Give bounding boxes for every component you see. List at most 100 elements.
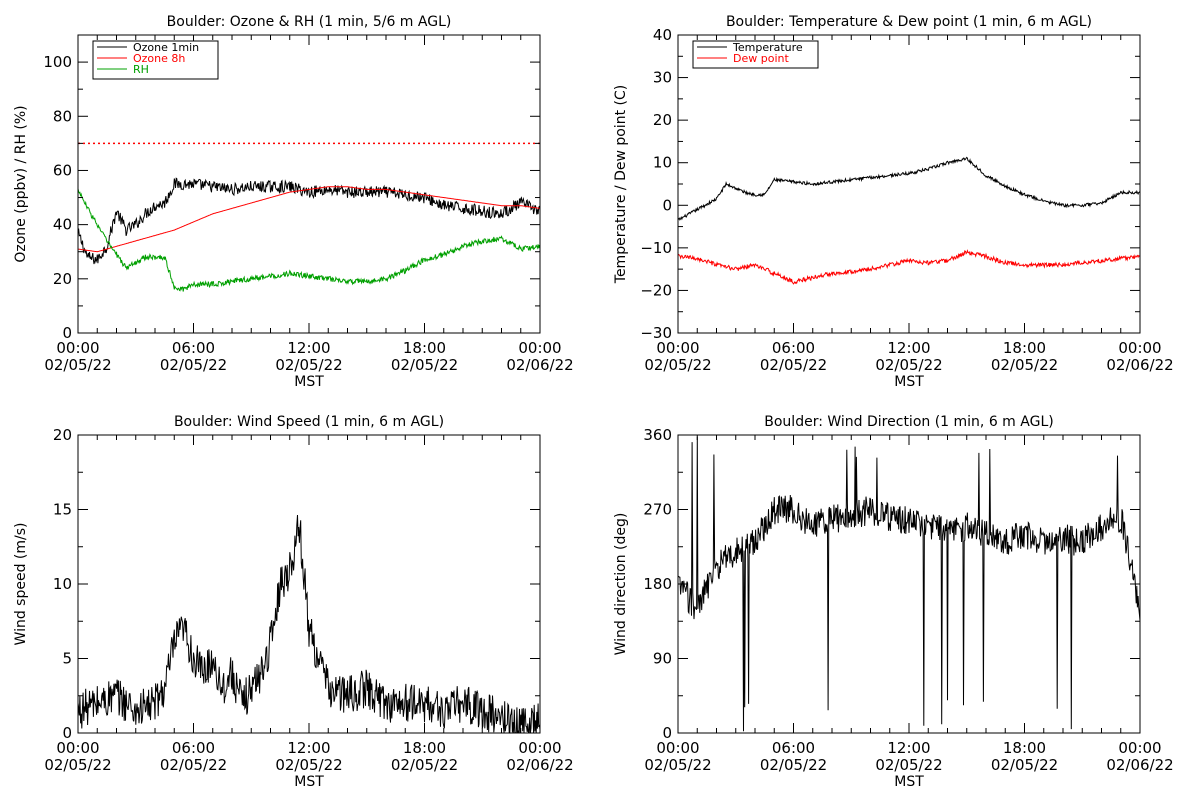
x-tick-time-label: 12:00: [887, 739, 930, 757]
y-tick-label: 30: [653, 69, 672, 87]
x-tick-date-label: 02/05/22: [875, 356, 942, 374]
y-tick-label: 20: [53, 426, 72, 444]
x-tick-date-label: 02/05/22: [160, 756, 227, 774]
x-tick-time-label: 00:00: [56, 739, 99, 757]
x-tick-time-label: 00:00: [1118, 739, 1161, 757]
chart-panel-1: Boulder: Ozone & RH (1 min, 5/6 m AGL)02…: [13, 14, 574, 390]
x-tick-time-label: 00:00: [518, 739, 561, 757]
x-tick-date-label: 02/05/22: [991, 356, 1058, 374]
y-tick-label: 10: [653, 154, 672, 172]
legend-label: Temperature: [732, 41, 803, 54]
chart-panel-3: Boulder: Wind Speed (1 min, 6 m AGL) 0 5 10…: [13, 414, 574, 790]
x-tick-time-label: 00:00: [656, 739, 699, 757]
series-group: [77, 177, 541, 292]
x-tick-date-label: 02/05/22: [391, 356, 458, 374]
plot-frame: [77, 34, 541, 334]
y-tick-label: 20: [53, 270, 72, 288]
x-tick-date-label: 02/06/22: [1106, 356, 1173, 374]
y-tick-label: 40: [653, 26, 672, 44]
y-tick-label: 40: [53, 216, 72, 234]
x-tick-date-label: 02/05/22: [644, 356, 711, 374]
y-axis-label: Temperature / Dew point (C): [613, 85, 629, 284]
x-tick-time-label: 06:00: [772, 739, 815, 757]
x-tick-time-label: 18:00: [1003, 339, 1046, 357]
x-axis-label: MST: [894, 374, 924, 390]
series-line-dew-point: [677, 249, 1141, 285]
chart-title: Boulder: Ozone & RH (1 min, 5/6 m AGL): [167, 14, 452, 30]
x-tick-date-label: 02/05/22: [44, 756, 111, 774]
x-tick-date-label: 02/06/22: [1106, 756, 1173, 774]
x-tick-date-label: 02/05/22: [275, 356, 342, 374]
y-tick-label: −30: [640, 324, 672, 342]
y-tick-label: 270: [643, 501, 672, 519]
plot-frame: [677, 34, 1141, 334]
x-tick-time-label: 06:00: [172, 739, 215, 757]
x-tick-time-label: 00:00: [518, 339, 561, 357]
x-tick-time-label: 18:00: [403, 739, 446, 757]
chart-title: Boulder: Temperature & Dew point (1 min,…: [726, 14, 1092, 30]
y-axis-label: Wind speed (m/s): [13, 523, 29, 646]
chart-title: Boulder: Wind Direction (1 min, 6 m AGL): [764, 414, 1053, 430]
y-tick-label: 360: [643, 426, 672, 444]
y-tick-label: 0: [62, 324, 72, 342]
x-tick-time-label: 18:00: [1003, 739, 1046, 757]
x-tick-date-label: 02/05/22: [875, 756, 942, 774]
x-tick-date-label: 02/05/22: [760, 756, 827, 774]
x-tick-date-label: 02/06/22: [506, 756, 573, 774]
x-tick-date-label: 02/05/22: [760, 356, 827, 374]
x-tick-time-label: 18:00: [403, 339, 446, 357]
x-tick-time-label: 00:00: [56, 339, 99, 357]
legend-box: [692, 40, 819, 69]
y-tick-label: −10: [640, 239, 672, 257]
chart-panel-2: Boulder: Temperature & Dew point (1 min,…: [613, 14, 1174, 390]
x-tick-date-label: 02/05/22: [391, 756, 458, 774]
x-axis-label: MST: [294, 374, 324, 390]
y-tick-label: 0: [662, 196, 672, 214]
x-axis-label: MST: [894, 774, 924, 790]
x-tick-time-label: 00:00: [1118, 339, 1161, 357]
x-tick-date-label: 02/05/22: [644, 756, 711, 774]
x-tick-date-label: 02/05/22: [275, 756, 342, 774]
plot-frame: [77, 434, 541, 734]
series-line-ozone-1min: [77, 177, 541, 265]
y-tick-label: 100: [43, 53, 72, 71]
y-tick-label: 90: [653, 650, 672, 668]
series-line-wind-direction: [677, 436, 1141, 732]
y-axis-label: Wind direction (deg): [613, 513, 629, 656]
y-tick-label: 15: [53, 501, 72, 519]
x-tick-time-label: 06:00: [772, 339, 815, 357]
series-line-temperature: [677, 156, 1141, 221]
y-tick-label: 60: [53, 161, 72, 179]
y-axis-label: Ozone (ppbv) / RH (%): [13, 105, 29, 262]
y-tick-label: 180: [643, 575, 672, 593]
x-axis-label: MST: [294, 774, 324, 790]
legend-label: Ozone 8h: [133, 52, 185, 65]
y-tick-label: 5: [62, 650, 72, 668]
x-tick-date-label: 02/06/22: [506, 356, 573, 374]
x-tick-time-label: 06:00: [172, 339, 215, 357]
legend-label: Dew point: [733, 52, 789, 65]
y-tick-label: 20: [653, 111, 672, 129]
y-tick-label: 0: [662, 724, 672, 742]
x-tick-date-label: 02/05/22: [44, 356, 111, 374]
series-line-wind-speed: [77, 514, 541, 734]
x-tick-date-label: 02/05/22: [991, 756, 1058, 774]
series-line-ozone-8h: [77, 186, 541, 253]
series-group: [677, 156, 1141, 285]
series-line-rh: [77, 188, 541, 292]
x-tick-time-label: 12:00: [287, 339, 330, 357]
series-group: [77, 514, 541, 734]
x-tick-time-label: 12:00: [287, 739, 330, 757]
legend-label: RH: [133, 63, 149, 76]
series-group: [677, 436, 1141, 732]
y-tick-label: −20: [640, 281, 672, 299]
chart-title: Boulder: Wind Speed (1 min, 6 m AGL): [174, 414, 444, 430]
chart-panel-4: Boulder: Wind Direction (1 min, 6 m AGL)…: [613, 414, 1174, 790]
y-tick-label: 0: [62, 724, 72, 742]
legend-label: Ozone 1min: [133, 41, 199, 54]
x-tick-time-label: 00:00: [656, 339, 699, 357]
x-tick-date-label: 02/05/22: [160, 356, 227, 374]
